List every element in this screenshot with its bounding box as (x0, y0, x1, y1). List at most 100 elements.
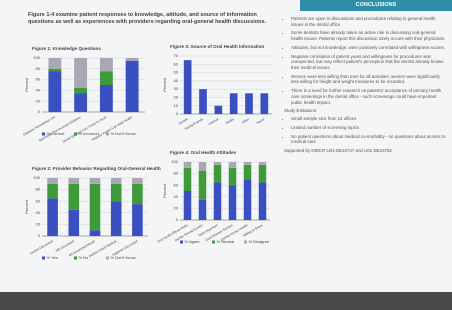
legend-label: % Neutral (217, 239, 235, 244)
bar-segment (111, 201, 122, 236)
y-tick-label: 60 (174, 182, 179, 187)
y-tick-label: 30 (174, 86, 179, 91)
legend-label: % Correct (47, 131, 66, 136)
bar-segment (74, 88, 87, 93)
bar-segment (132, 178, 143, 184)
y-tick-label: 50 (174, 70, 179, 75)
chart-title: Figure 2: Provider Behavior Regarding Or… (32, 166, 161, 171)
bar-segment (259, 165, 267, 182)
legend-label: % Agree (185, 239, 201, 244)
legend-swatch (106, 257, 109, 260)
y-tick-label: 100 (171, 159, 178, 164)
bar-segment (90, 178, 101, 184)
y-tick-label: 40 (174, 78, 179, 83)
y-tick-label: 40 (174, 194, 179, 199)
bar-segment (199, 171, 207, 200)
bar-segment (229, 168, 237, 185)
legend-label: % Disagree (249, 239, 270, 244)
limitation-list: Small sample size from 12 offices Limited… (284, 116, 446, 145)
bar-segment (69, 184, 80, 210)
page: Figure 1-4 examine patient responses to … (0, 0, 452, 310)
x-tick-label: Internet (208, 117, 219, 126)
y-axis-label: Percent (162, 77, 167, 92)
bar-segment (214, 162, 222, 165)
bar (245, 93, 253, 114)
y-tick-label: 80 (36, 66, 41, 71)
bar (184, 60, 192, 114)
bar-segment (132, 204, 143, 236)
y-tick-label: 40 (36, 210, 41, 215)
list-item: Limited number of screening topics (291, 125, 446, 131)
bar-segment (259, 182, 267, 220)
y-axis-label: Percent (24, 77, 29, 92)
bar-segment (126, 58, 139, 61)
list-item: Attitudes, but not knowledge, were posit… (291, 45, 446, 51)
bar-segment (48, 72, 61, 113)
y-tick-label: 20 (36, 98, 41, 103)
legend-swatch (74, 133, 77, 136)
legend-swatch (74, 257, 77, 260)
bar-segment (100, 58, 113, 72)
legend-label: % Incorrect (79, 131, 100, 136)
y-tick-label: 20 (174, 94, 179, 99)
legend-swatch (244, 241, 247, 244)
limitations-heading: Study limitations: (284, 108, 446, 114)
legend-label: % Don't Know (111, 131, 136, 136)
legend-label: % Don't Know (111, 255, 136, 260)
legend-swatch (42, 133, 45, 136)
y-tick-label: 10 (174, 103, 179, 108)
y-tick-label: 20 (174, 205, 179, 210)
y-tick-label: 0 (176, 217, 179, 222)
y-axis-label: Percent (162, 183, 167, 198)
bar-segment (244, 162, 252, 165)
bar-segment (48, 69, 61, 72)
bar-segment (229, 185, 237, 220)
list-item: Women were less willing than men for all… (291, 74, 446, 85)
list-item: Some dentists have already taken an acti… (291, 30, 446, 41)
bar (215, 106, 223, 114)
bar-segment (90, 184, 101, 230)
y-tick-label: 80 (36, 187, 41, 192)
x-tick-label: Never (256, 117, 266, 125)
bar-segment (100, 85, 113, 112)
conclusions-heading: CONCLUSIONS (300, 0, 452, 11)
x-tick-label: Dental Bacteria Can Travel to Heart (62, 115, 108, 144)
y-tick-label: 100 (33, 175, 40, 180)
y-axis-label: Percent (24, 199, 29, 214)
bar-segment (199, 162, 207, 171)
chart-title: Figure 1: Knowledge Questions (32, 46, 101, 51)
support-note: Supported by NIDCR U01-DE16747 and U01-D… (284, 148, 446, 154)
bar-segment (199, 200, 207, 220)
legend-label: % Yes (47, 255, 58, 260)
bar-segment (111, 178, 122, 184)
bar-segment (126, 61, 139, 112)
bar-segment (69, 178, 80, 184)
charts: Figure 1: Knowledge Questions Percent 0 20 4… (0, 0, 280, 292)
y-tick-label: 60 (36, 77, 41, 82)
legend-label: % No (79, 255, 90, 260)
bar-segment (229, 162, 237, 168)
bar-segment (244, 179, 252, 220)
bar-segment (74, 58, 87, 88)
y-tick-label: 80 (174, 171, 179, 176)
list-item: Negative correlation of patient years an… (291, 54, 446, 71)
legend-swatch (42, 257, 45, 260)
y-tick-label: 0 (38, 233, 41, 238)
poster: Figure 1-4 examine patient responses to … (0, 0, 452, 292)
list-item: Small sample size from 12 offices (291, 116, 446, 122)
legend-swatch (212, 241, 215, 244)
bar-segment (47, 198, 58, 236)
bar-segment (132, 184, 143, 204)
bar-segment (111, 184, 122, 201)
bar-segment (244, 165, 252, 180)
y-tick-label: 40 (36, 87, 41, 92)
y-tick-label: 0 (38, 109, 41, 114)
bar (261, 93, 269, 114)
bar-segment (184, 168, 192, 191)
conclusions: Patients are open to discussions and pro… (284, 16, 446, 156)
bar-segment (214, 182, 222, 220)
legend-swatch (106, 133, 109, 136)
x-tick-label: Other (241, 117, 251, 125)
y-tick-label: 20 (36, 221, 41, 226)
bar (230, 93, 238, 114)
